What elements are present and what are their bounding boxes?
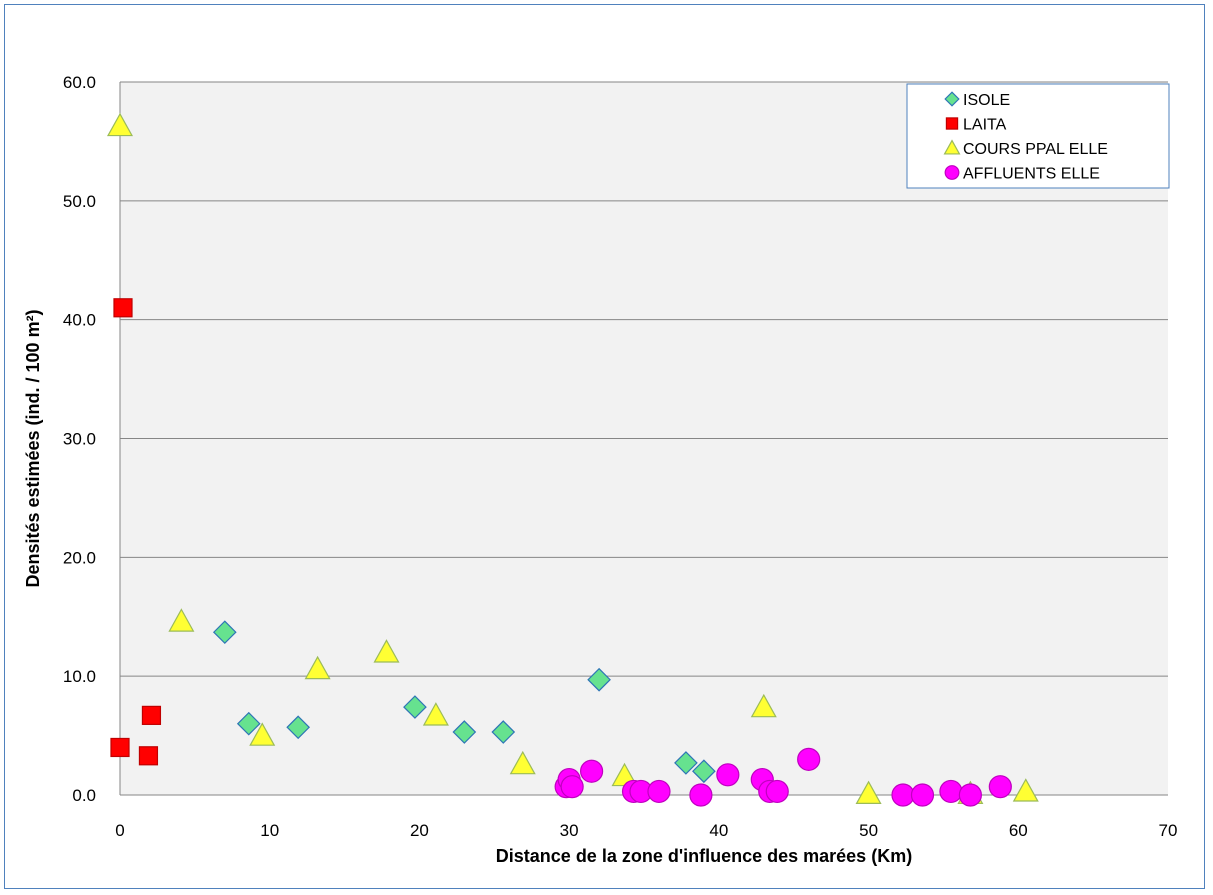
data-point (422, 702, 449, 726)
data-point (689, 783, 713, 807)
legend-label: ISOLE (963, 92, 1010, 109)
x-tick-label: 0 (115, 821, 124, 840)
x-tick-labels: 0 10 20 30 40 50 60 70 (115, 821, 1177, 840)
data-point (249, 722, 276, 746)
series-circle (554, 747, 1012, 807)
legend-label: COURS PPAL ELLE (963, 141, 1108, 158)
data-point (692, 759, 716, 784)
data-point (579, 759, 604, 783)
y-tick-label: 10.0 (63, 667, 96, 686)
y-tick-label: 0.0 (72, 786, 96, 805)
data-point (304, 655, 331, 680)
x-tick-label: 60 (1009, 821, 1028, 840)
legend-label: LAITA (963, 117, 1007, 134)
x-tick-label: 70 (1159, 821, 1178, 840)
legend-marker (944, 165, 960, 180)
data-point (988, 775, 1012, 799)
series-square (110, 298, 162, 766)
data-point (716, 763, 740, 787)
series-diamond (212, 620, 716, 784)
y-axis-title: Densités estimées (ind. / 100 m²) (23, 309, 43, 587)
y-tick-label: 40.0 (63, 311, 96, 330)
data-point (452, 720, 477, 744)
legend-label: AFFLUENTS ELLE (963, 166, 1100, 183)
x-tick-label: 40 (709, 821, 728, 840)
x-axis-title: Distance de la zone d'influence des maré… (496, 846, 912, 866)
x-tick-label: 30 (560, 821, 579, 840)
data-point (910, 783, 935, 807)
y-tick-label: 20.0 (63, 548, 96, 567)
x-tick-label: 20 (410, 821, 429, 840)
data-point (138, 746, 159, 766)
data-point (560, 775, 584, 799)
data-point (765, 779, 789, 804)
series-triangle (106, 112, 1039, 805)
y-tick-label: 30.0 (63, 430, 96, 449)
data-point (403, 695, 427, 719)
y-tick-labels: 0.0 10.0 20.0 30.0 40.0 50.0 60.0 (63, 73, 96, 805)
legend-marker (945, 117, 959, 130)
data-point (236, 711, 261, 736)
data-point (674, 751, 698, 775)
x-tick-label: 10 (260, 821, 279, 840)
data-point (106, 112, 134, 137)
data-point (958, 783, 982, 807)
data-point (491, 720, 516, 744)
data-point (286, 715, 311, 740)
data-point (750, 693, 777, 718)
legend-marker (943, 139, 961, 155)
data-point (509, 750, 536, 775)
y-tick-label: 50.0 (63, 192, 96, 211)
data-point (110, 737, 130, 758)
legend: ISOLE LAITA COURS PPAL ELLE AFFLUENTS ELLE (906, 83, 1170, 189)
data-point (373, 639, 400, 663)
data-point (212, 620, 237, 645)
data-point (1012, 778, 1039, 802)
data-point (168, 608, 195, 632)
data-point (939, 779, 963, 804)
data-point (797, 747, 821, 771)
data-point (141, 705, 162, 725)
data-point (113, 298, 133, 318)
x-tick-label: 50 (859, 821, 878, 840)
grid-lines (120, 81, 1168, 677)
legend-marker (944, 91, 960, 107)
data-point (647, 779, 671, 804)
data-points (106, 112, 1039, 807)
data-point (891, 783, 915, 807)
data-point (587, 667, 611, 692)
data-point (855, 780, 882, 805)
y-tick-label: 60.0 (63, 73, 96, 92)
